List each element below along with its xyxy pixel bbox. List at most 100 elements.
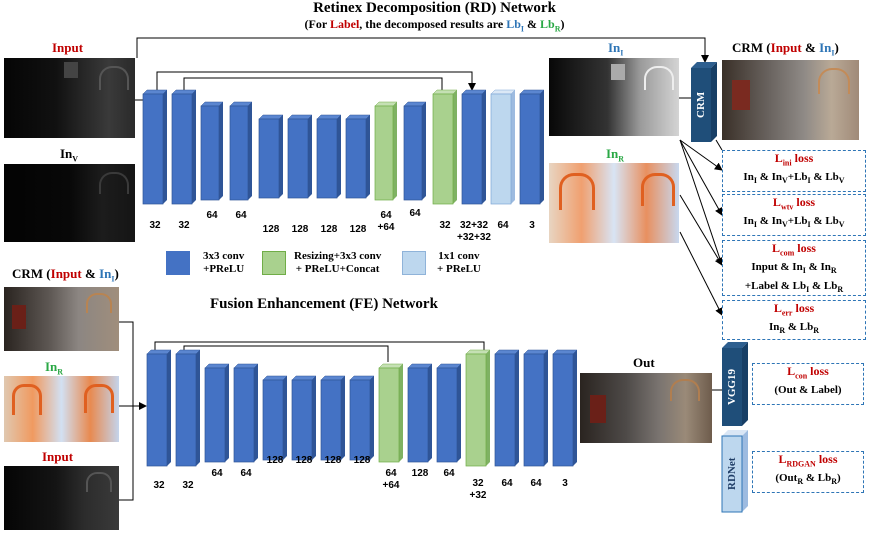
legend-resize: Resizing+3x3 conv + PReLU+Concat (294, 250, 381, 276)
rdnet-module (721, 430, 748, 513)
loss-rdgan-suffix: loss (815, 452, 838, 466)
label-inv: InV (60, 146, 78, 164)
rd-channel-10: 64 (409, 208, 421, 219)
fe-block-4 (233, 363, 259, 463)
loss-rdgan-sub: RDGAN (786, 459, 816, 469)
photo-inr (549, 163, 679, 243)
ini-sub: I (620, 48, 624, 58)
rd-channel-2: 32 (178, 220, 190, 231)
subtitle-amp: & (524, 17, 540, 31)
crm-l-pre: CRM ( (12, 266, 51, 281)
rd-channel-8: 128 (349, 224, 367, 235)
crm-r-in: In (819, 40, 832, 55)
legend-1x1-l2: + PReLU (437, 263, 481, 275)
inr-sub: R (618, 154, 625, 164)
crm-l-post: ) (114, 266, 119, 281)
rd-channel-3: 64 (206, 210, 218, 221)
subtitle-post: ) (560, 17, 565, 31)
crm-l-input: Input (50, 266, 82, 281)
crm-r-input: Input (770, 40, 802, 55)
fe-block-9 (378, 363, 404, 463)
loss-rdgan-line1: (OutR & LbR) (775, 472, 841, 487)
legend-conv-l2: +PReLU (203, 263, 245, 275)
loss-com-line2: +Label & LbI & LbR (744, 279, 844, 294)
loss-wtv-name: L (772, 195, 781, 209)
fe-channel-10: 128 (411, 468, 429, 479)
loss-ini-suffix: loss (791, 151, 814, 165)
rd-block-10 (403, 101, 427, 201)
photo-inv (4, 164, 135, 242)
rd-block-4 (229, 101, 253, 201)
label-input-bottom: Input (42, 449, 74, 464)
fe-channel-11: 64 (443, 468, 455, 479)
loss-rdgan-name: L (778, 452, 787, 466)
fe-block-6 (291, 375, 317, 461)
loss-con-line1: (Out & Label) (774, 384, 842, 397)
vgg-module (722, 342, 748, 426)
inv-text: In (60, 146, 73, 161)
rd-channel-5: 128 (262, 224, 280, 235)
fe-channel-1: 32 (153, 480, 165, 491)
fe-skip-2 (183, 345, 389, 362)
subtitle-pre: (For (304, 17, 330, 31)
fe-block-1 (146, 349, 172, 467)
rd-channel-9: 64 +64 (377, 210, 395, 233)
fe-block-10 (407, 363, 433, 463)
rd-block-3 (200, 101, 224, 201)
rd-blocks (142, 89, 545, 205)
photo-crm-right (722, 60, 859, 140)
loss-err-suffix: loss (792, 301, 815, 315)
loss-con-name: L (787, 364, 796, 378)
legend-resize-l1: Resizing+3x3 conv (294, 250, 382, 262)
loss-con-suffix: loss (807, 364, 829, 378)
crm-l-in-sub: I (111, 274, 115, 284)
loss-rdgan: LRDGAN loss (OutR & LbR) (752, 451, 864, 493)
rd-block-11 (432, 89, 458, 205)
legend-1x1-l1: 1x1 conv (438, 250, 480, 262)
photo-inr-left (4, 376, 119, 442)
loss-wtv: Lwtv loss InI & InV+LbI & LbV (722, 194, 866, 236)
loss-ini-line1: InI & InV+LbI & LbV (743, 171, 845, 186)
arrow-inr-lerr (679, 231, 723, 316)
loss-err-sub: err (781, 308, 793, 318)
legend-swatch-resize (262, 251, 286, 275)
rd-block-6 (287, 114, 313, 199)
fe-block-7 (320, 375, 346, 461)
label-input-top: Input (52, 40, 84, 55)
fe-block-8 (349, 375, 375, 461)
rd-block-7 (316, 114, 342, 199)
photo-input-top (4, 58, 135, 138)
fe-channel-3: 64 (211, 468, 223, 479)
inr-text: In (606, 146, 619, 161)
fe-channel-13: 64 (501, 478, 513, 489)
rd-channel-1: 32 (149, 220, 161, 231)
legend-swatch-conv (166, 251, 190, 275)
fe-channel-8: 128 (353, 455, 371, 466)
fe-channel-12: 32 +32 (469, 478, 487, 501)
rd-block-9 (374, 101, 398, 201)
loss-com-line1: Input & InI & InR (751, 261, 837, 276)
arrow-crm-lini (715, 139, 723, 151)
rd-skip-2 (183, 77, 443, 92)
arrow-to-lcom (679, 139, 724, 266)
photo-ini (549, 58, 679, 136)
subtitle-mid: , the decomposed results are (359, 17, 507, 31)
fe-block-12 (465, 349, 491, 467)
rd-block-5 (258, 114, 284, 199)
rd-channel-11: 32 (439, 220, 451, 231)
label-ini: InI (608, 40, 623, 58)
label-crm-right: CRM (Input & InI) (732, 40, 839, 58)
crm-r-post: ) (834, 40, 839, 55)
rdnet-label: RDNet (726, 457, 738, 491)
connector-input-crm (136, 37, 709, 63)
arrow-to-lini (679, 139, 723, 171)
label-inr-left: InR (45, 359, 63, 377)
inr-l-text: In (45, 359, 58, 374)
fe-block-2 (175, 349, 201, 467)
loss-err: Lerr loss InR & LbR (722, 300, 866, 340)
fe-blocks (146, 349, 578, 467)
fe-channel-5: 128 (266, 455, 284, 466)
fe-title: Fusion Enhancement (FE) Network (210, 296, 438, 312)
loss-ini: Lini loss InI & InV+LbI & LbV (722, 150, 866, 192)
